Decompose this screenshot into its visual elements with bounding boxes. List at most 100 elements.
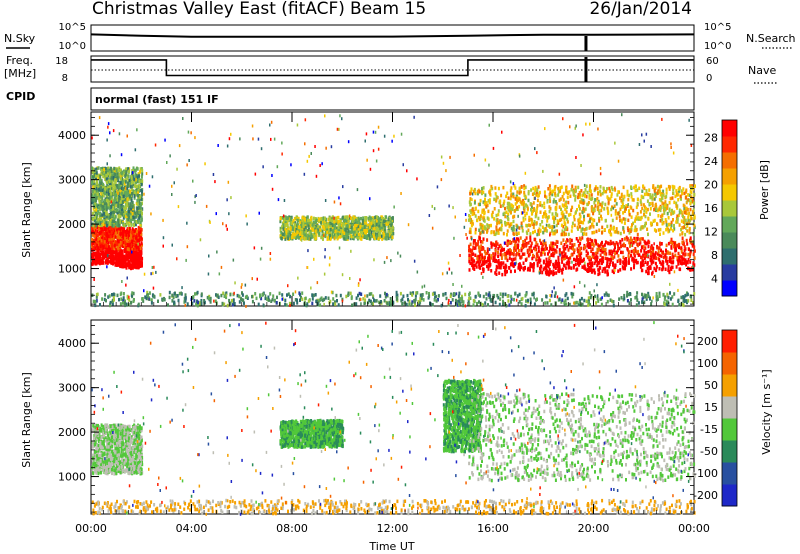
heatmap-cell xyxy=(321,235,324,240)
heatmap-cell xyxy=(517,239,520,243)
heatmap-cell xyxy=(136,229,138,234)
heatmap-cell xyxy=(117,230,120,235)
heatmap-cell xyxy=(662,221,665,225)
heatmap-cell xyxy=(574,262,577,267)
heatmap-cell xyxy=(513,228,516,232)
heatmap-cell xyxy=(109,244,112,248)
heatmap-cell xyxy=(358,223,360,228)
heatmap-cell xyxy=(483,261,486,266)
heatmap-cell xyxy=(671,241,674,246)
heatmap-cell xyxy=(594,204,597,208)
heatmap-cell xyxy=(563,220,566,225)
heatmap-cell xyxy=(388,217,391,221)
heatmap-cell xyxy=(514,269,516,273)
heatmap-cell xyxy=(99,174,102,179)
heatmap-cell xyxy=(677,213,680,218)
heatmap-cell xyxy=(93,210,96,214)
heatmap-cell xyxy=(630,254,633,258)
heatmap-cell xyxy=(484,197,486,202)
heatmap-cell xyxy=(677,251,680,256)
heatmap-cell xyxy=(608,249,611,254)
heatmap-cell xyxy=(502,261,505,265)
heatmap-cell xyxy=(326,236,329,240)
heatmap-cell xyxy=(654,251,657,255)
heatmap-cell xyxy=(94,220,97,224)
heatmap-cell xyxy=(482,200,485,204)
heatmap-cell xyxy=(608,186,611,191)
heatmap-cell xyxy=(123,248,126,253)
heatmap-cell xyxy=(98,187,101,192)
heatmap-cell xyxy=(118,243,121,247)
heatmap-cell xyxy=(543,252,546,256)
heatmap-cell xyxy=(329,221,332,225)
heatmap-cell xyxy=(130,266,132,271)
heatmap-cell xyxy=(547,262,550,266)
heatmap-cell xyxy=(628,250,631,254)
heatmap-cell xyxy=(119,177,122,181)
heatmap-cell xyxy=(137,227,140,232)
heatmap-cell xyxy=(138,201,141,205)
heatmap-cell xyxy=(645,250,648,255)
heatmap-cell xyxy=(333,223,336,228)
heatmap-cell xyxy=(140,264,143,268)
heatmap-cell xyxy=(510,249,512,253)
heatmap-cell xyxy=(562,238,565,242)
heatmap-cell xyxy=(687,252,690,257)
heatmap-cell xyxy=(646,207,649,212)
heatmap-cell xyxy=(562,257,565,261)
heatmap-cell xyxy=(654,261,657,266)
heatmap-cell xyxy=(613,248,616,252)
heatmap-cell xyxy=(323,227,326,231)
heatmap-cell xyxy=(140,215,143,220)
heatmap-cell xyxy=(480,240,482,244)
heatmap-cell xyxy=(479,246,482,251)
heatmap-cell xyxy=(331,219,334,223)
heatmap-cell xyxy=(279,226,282,231)
heatmap-cell xyxy=(517,243,520,247)
heatmap-cell xyxy=(596,263,599,268)
heatmap-cell xyxy=(379,224,382,228)
heatmap-cell xyxy=(123,240,126,245)
heatmap-cell xyxy=(573,248,576,252)
heatmap-cell xyxy=(388,228,391,232)
heatmap-cell xyxy=(495,228,498,233)
heatmap-cell xyxy=(689,201,692,206)
noise-panel: N.Sky 10^5 10^0 10^5 10^0 N.Search xyxy=(4,22,796,52)
heatmap-cell xyxy=(544,210,547,214)
heatmap-cell xyxy=(295,215,298,220)
heatmap-cell xyxy=(500,256,503,260)
heatmap-cell xyxy=(127,198,130,202)
heatmap-cell xyxy=(314,234,317,239)
heatmap-cell xyxy=(610,255,613,260)
heatmap-cell xyxy=(659,241,661,246)
heatmap-cell xyxy=(639,237,641,242)
heatmap-cell xyxy=(382,217,384,221)
heatmap-cell xyxy=(124,260,127,264)
heatmap-cell xyxy=(120,197,123,202)
heatmap-cell xyxy=(544,241,547,245)
heatmap-cell xyxy=(575,258,577,262)
heatmap-cell xyxy=(566,238,569,242)
heatmap-cell xyxy=(98,179,101,184)
heatmap-cell xyxy=(112,246,115,251)
heatmap-cell xyxy=(118,173,121,177)
heatmap-cell xyxy=(601,244,604,249)
heatmap-cell xyxy=(649,193,652,197)
heatmap-cell xyxy=(684,252,687,257)
heatmap-cell xyxy=(679,261,682,265)
heatmap-cell xyxy=(682,252,685,256)
heatmap-cell xyxy=(135,256,137,261)
heatmap-cell xyxy=(136,189,139,193)
heatmap-cell xyxy=(659,219,662,223)
heatmap-cell xyxy=(581,265,584,269)
heatmap-cell xyxy=(579,247,582,251)
heatmap-cell xyxy=(662,255,665,260)
heatmap-cell xyxy=(368,233,371,238)
heatmap-cell xyxy=(670,260,673,264)
heatmap-cell xyxy=(377,227,380,232)
heatmap-cell xyxy=(582,258,585,263)
heatmap-cell xyxy=(555,259,558,264)
heatmap-cell xyxy=(119,227,122,231)
heatmap-cell xyxy=(96,184,99,188)
heatmap-cell xyxy=(558,269,561,274)
